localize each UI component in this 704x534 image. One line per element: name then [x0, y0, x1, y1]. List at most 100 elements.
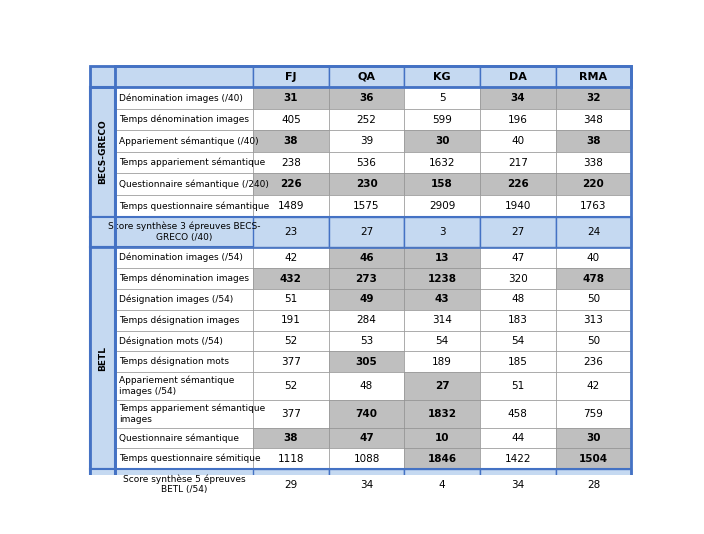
Text: 759: 759 — [584, 409, 603, 419]
Bar — [404, 400, 480, 428]
Text: 40: 40 — [511, 136, 524, 146]
Text: 54: 54 — [511, 336, 524, 346]
Text: BETL: BETL — [99, 345, 107, 371]
Text: 27: 27 — [435, 381, 449, 391]
Text: 39: 39 — [360, 136, 373, 146]
Text: 27: 27 — [360, 227, 373, 237]
Bar — [253, 289, 329, 310]
Text: 536: 536 — [357, 158, 377, 168]
Bar — [480, 310, 555, 331]
Text: 27: 27 — [511, 227, 524, 237]
Bar — [253, 217, 329, 247]
Text: 478: 478 — [582, 273, 605, 284]
Text: 1832: 1832 — [427, 409, 457, 419]
Bar — [115, 109, 253, 130]
Bar — [480, 372, 555, 400]
Text: 377: 377 — [281, 357, 301, 367]
Bar — [253, 109, 329, 130]
Bar — [329, 449, 404, 469]
Bar — [90, 87, 115, 500]
Text: QA: QA — [358, 72, 375, 82]
Bar — [253, 268, 329, 289]
Bar — [555, 428, 631, 449]
Bar — [115, 469, 631, 500]
Bar — [115, 66, 253, 87]
Text: 217: 217 — [508, 158, 528, 168]
Bar — [555, 400, 631, 428]
Text: 599: 599 — [432, 114, 452, 124]
Text: Appariement sémantique
images (/54): Appariement sémantique images (/54) — [119, 376, 234, 396]
Text: 50: 50 — [587, 336, 600, 346]
Text: 47: 47 — [511, 253, 524, 263]
Bar — [480, 268, 555, 289]
Bar — [329, 217, 404, 247]
Text: BECS-GRECO: BECS-GRECO — [99, 120, 107, 184]
Text: 183: 183 — [508, 315, 528, 325]
Bar — [329, 428, 404, 449]
Text: Questionnaire sémantique: Questionnaire sémantique — [119, 433, 239, 443]
Text: 47: 47 — [359, 433, 374, 443]
Bar — [115, 428, 253, 449]
Text: 1489: 1489 — [277, 201, 304, 211]
Text: 314: 314 — [432, 315, 452, 325]
Text: Appariement sémantique (/40): Appariement sémantique (/40) — [119, 136, 258, 146]
Bar — [480, 195, 555, 217]
Bar — [480, 449, 555, 469]
Text: 1088: 1088 — [353, 454, 379, 464]
Text: 5: 5 — [439, 93, 446, 103]
Text: 1118: 1118 — [277, 454, 304, 464]
Bar — [404, 152, 480, 174]
Text: 196: 196 — [508, 114, 528, 124]
Text: 320: 320 — [508, 273, 528, 284]
Bar — [480, 130, 555, 152]
Bar — [115, 217, 631, 247]
Text: 13: 13 — [435, 253, 449, 263]
Text: 42: 42 — [587, 381, 600, 391]
Text: Temps appariement sémantique
images: Temps appariement sémantique images — [119, 404, 265, 423]
Bar — [329, 289, 404, 310]
Text: 458: 458 — [508, 409, 528, 419]
Bar — [253, 351, 329, 372]
Text: 40: 40 — [587, 253, 600, 263]
Text: 226: 226 — [280, 179, 302, 189]
Bar — [329, 268, 404, 289]
Bar — [480, 152, 555, 174]
Text: 49: 49 — [359, 294, 374, 304]
Bar — [555, 247, 631, 268]
Bar — [555, 449, 631, 469]
Bar — [555, 469, 631, 500]
Text: 220: 220 — [583, 179, 604, 189]
Bar — [404, 449, 480, 469]
Text: Dénomination images (/54): Dénomination images (/54) — [119, 253, 243, 263]
Bar — [253, 428, 329, 449]
Bar — [404, 331, 480, 351]
Bar — [555, 217, 631, 247]
Text: 1422: 1422 — [505, 454, 531, 464]
Bar — [329, 351, 404, 372]
Bar — [329, 152, 404, 174]
Bar — [555, 351, 631, 372]
Text: 52: 52 — [284, 336, 298, 346]
Text: 2909: 2909 — [429, 201, 455, 211]
Text: 236: 236 — [584, 357, 603, 367]
Bar — [115, 130, 253, 152]
Text: 230: 230 — [356, 179, 377, 189]
Text: Désignation images (/54): Désignation images (/54) — [119, 295, 233, 304]
Bar — [115, 247, 253, 268]
Text: 36: 36 — [359, 93, 374, 103]
Bar — [253, 152, 329, 174]
Bar — [90, 469, 115, 500]
Bar — [253, 331, 329, 351]
Bar — [404, 469, 480, 500]
Bar — [115, 87, 253, 109]
Text: 1763: 1763 — [580, 201, 607, 211]
Bar — [329, 87, 404, 109]
Text: 740: 740 — [356, 409, 377, 419]
Text: DA: DA — [509, 72, 527, 82]
Bar — [555, 66, 631, 87]
Bar — [329, 310, 404, 331]
Text: 4: 4 — [439, 480, 446, 490]
Text: 238: 238 — [281, 158, 301, 168]
Bar — [253, 130, 329, 152]
Bar — [480, 87, 555, 109]
